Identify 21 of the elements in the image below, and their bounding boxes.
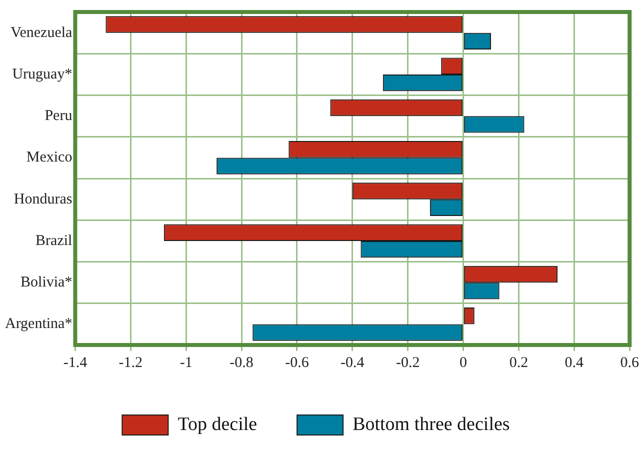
x-tick-label: 0.4 <box>564 354 584 371</box>
y-tick-label: Bolivia* <box>20 274 72 290</box>
y-tick-label: Peru <box>44 108 73 124</box>
x-tick-label: 0.6 <box>620 354 640 371</box>
x-tick-label: -0.2 <box>396 354 420 371</box>
x-tick-label: -1.2 <box>118 354 143 371</box>
x-tick-label: -1 <box>180 354 192 371</box>
y-tick-label: Brazil <box>36 232 72 249</box>
legend-label: Top decile <box>178 414 258 435</box>
x-tick-label: -0.4 <box>340 354 365 371</box>
x-tick-label: -0.6 <box>285 354 310 371</box>
legend-label: Bottom three deciles <box>352 414 510 435</box>
y-tick-label: Honduras <box>14 191 72 208</box>
x-tick-label: -0.8 <box>230 354 254 371</box>
y-tick-label: Mexico <box>26 150 72 166</box>
x-tick-label: -1.4 <box>63 354 88 371</box>
x-tick-label: 0 <box>460 354 468 371</box>
y-tick-label: Venezuela <box>10 24 73 41</box>
y-tick-label: Uruguay* <box>12 66 72 82</box>
x-tick-label: 0.2 <box>509 354 528 371</box>
y-tick-label: Argentina* <box>4 316 72 332</box>
